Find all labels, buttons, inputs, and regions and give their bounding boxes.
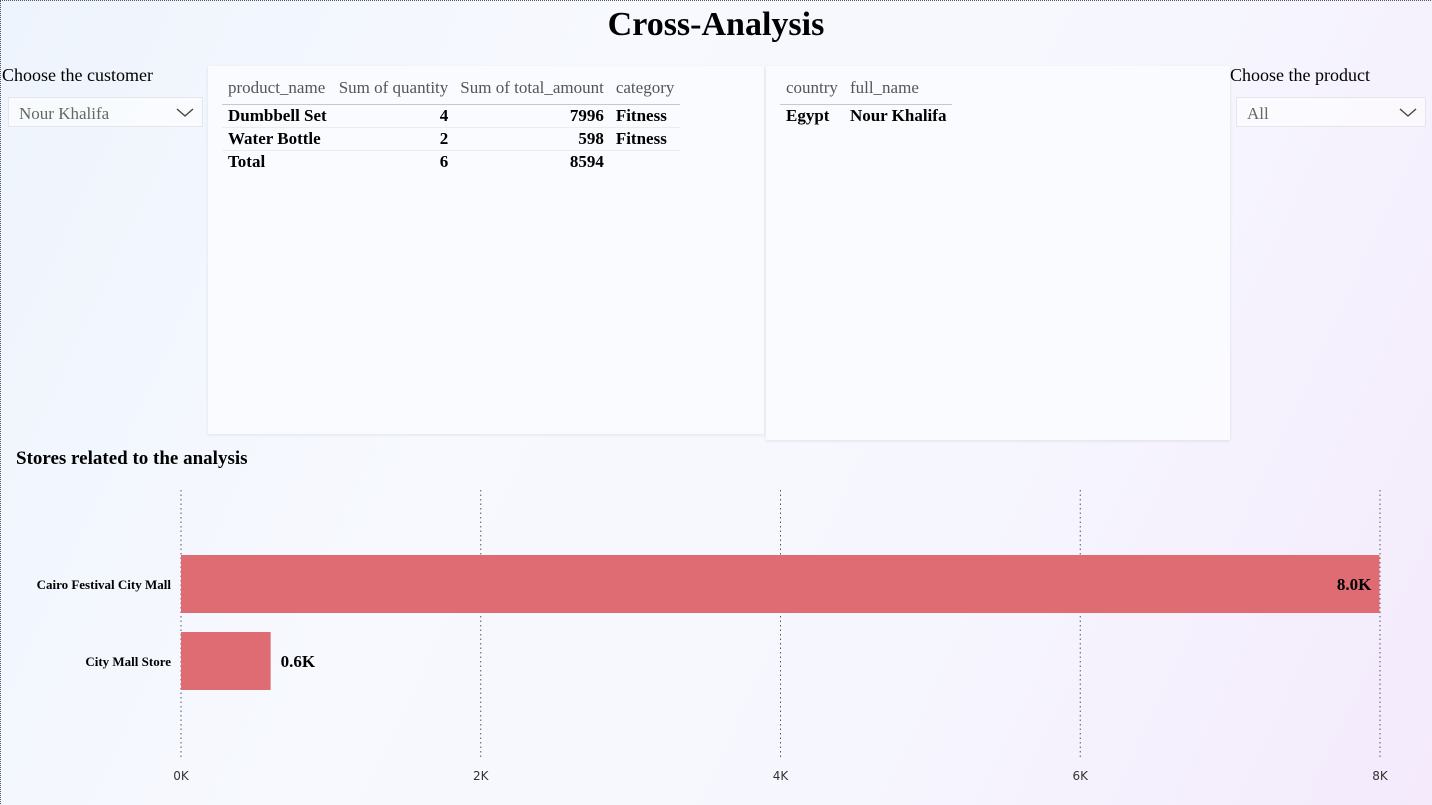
cell-total-amount-sum: 8594 bbox=[454, 150, 610, 173]
table-total-row: Total 6 8594 bbox=[222, 150, 681, 173]
x-tick-label: 2K bbox=[473, 769, 490, 783]
cell-product-name: Water Bottle bbox=[222, 127, 333, 151]
product-dropdown-value: All bbox=[1247, 104, 1269, 123]
y-category-label: City Mall Store bbox=[85, 654, 171, 669]
cell-total-category bbox=[609, 150, 681, 173]
cell-quantity: 4 bbox=[332, 104, 455, 128]
data-label: 0.6K bbox=[281, 652, 316, 671]
column-header-category[interactable]: category bbox=[609, 70, 681, 105]
x-tick-label: 8K bbox=[1372, 769, 1389, 783]
cell-total-label: Total bbox=[222, 150, 333, 173]
product-table-card: product_name Sum of quantity Sum of tota… bbox=[208, 66, 764, 434]
y-category-label: Cairo Festival City Mall bbox=[37, 577, 172, 592]
cell-category: Fitness bbox=[609, 104, 681, 128]
column-header-sum-of-total-amount[interactable]: Sum of total_amount bbox=[454, 70, 610, 105]
table-row[interactable]: Dumbbell Set 4 7996 Fitness bbox=[222, 104, 681, 128]
column-header-full-name[interactable]: full_name bbox=[843, 70, 953, 105]
cell-total-quantity: 6 bbox=[332, 150, 455, 173]
table-row[interactable]: Water Bottle 2 598 Fitness bbox=[222, 127, 681, 151]
bar[interactable] bbox=[181, 555, 1380, 613]
product-slicer-label: Choose the product bbox=[1230, 65, 1370, 85]
chevron-down-icon bbox=[176, 108, 194, 117]
stores-bar-chart: 0K 2K 4K 6K 8K Cairo Festival City Mall 8.0K Ci… bbox=[37, 490, 1389, 783]
page-title: Cross-Analysis bbox=[607, 6, 825, 43]
table-row[interactable]: Egypt Nour Khalifa bbox=[780, 105, 952, 128]
cell-full-name: Nour Khalifa bbox=[849, 106, 947, 125]
x-tick-label: 0K bbox=[173, 769, 190, 783]
cell-total-amount: 7996 bbox=[454, 104, 610, 128]
x-tick-label: 6K bbox=[1072, 769, 1089, 783]
bar[interactable] bbox=[181, 632, 271, 690]
cell-total-amount: 598 bbox=[454, 127, 610, 151]
table-header-row: product_name Sum of quantity Sum of tota… bbox=[222, 70, 681, 105]
table-header-row: country full_name bbox=[780, 70, 953, 105]
cell-country: Egypt bbox=[786, 106, 830, 125]
product-dropdown[interactable]: All bbox=[1236, 97, 1426, 127]
cell-product-name: Dumbbell Set bbox=[222, 104, 333, 128]
data-label: 8.0K bbox=[1337, 575, 1372, 594]
column-header-sum-of-quantity[interactable]: Sum of quantity bbox=[332, 70, 455, 105]
column-header-country[interactable]: country bbox=[780, 70, 844, 105]
x-tick-label: 4K bbox=[773, 769, 790, 783]
product-table: product_name Sum of quantity Sum of tota… bbox=[222, 70, 681, 173]
cell-category: Fitness bbox=[609, 127, 681, 151]
customer-slicer-label: Choose the customer bbox=[2, 65, 153, 85]
customer-dropdown[interactable]: Nour Khalifa bbox=[8, 97, 203, 127]
column-header-product-name[interactable]: product_name bbox=[222, 70, 333, 105]
cell-quantity: 2 bbox=[332, 127, 455, 151]
chart-title: Stores related to the analysis bbox=[16, 448, 248, 469]
chevron-down-icon bbox=[1399, 108, 1417, 117]
customer-table: country full_name Egypt Nour Khalifa bbox=[780, 70, 953, 128]
customer-dropdown-value: Nour Khalifa bbox=[19, 104, 110, 123]
customer-table-card: country full_name Egypt Nour Khalifa bbox=[766, 66, 1230, 440]
